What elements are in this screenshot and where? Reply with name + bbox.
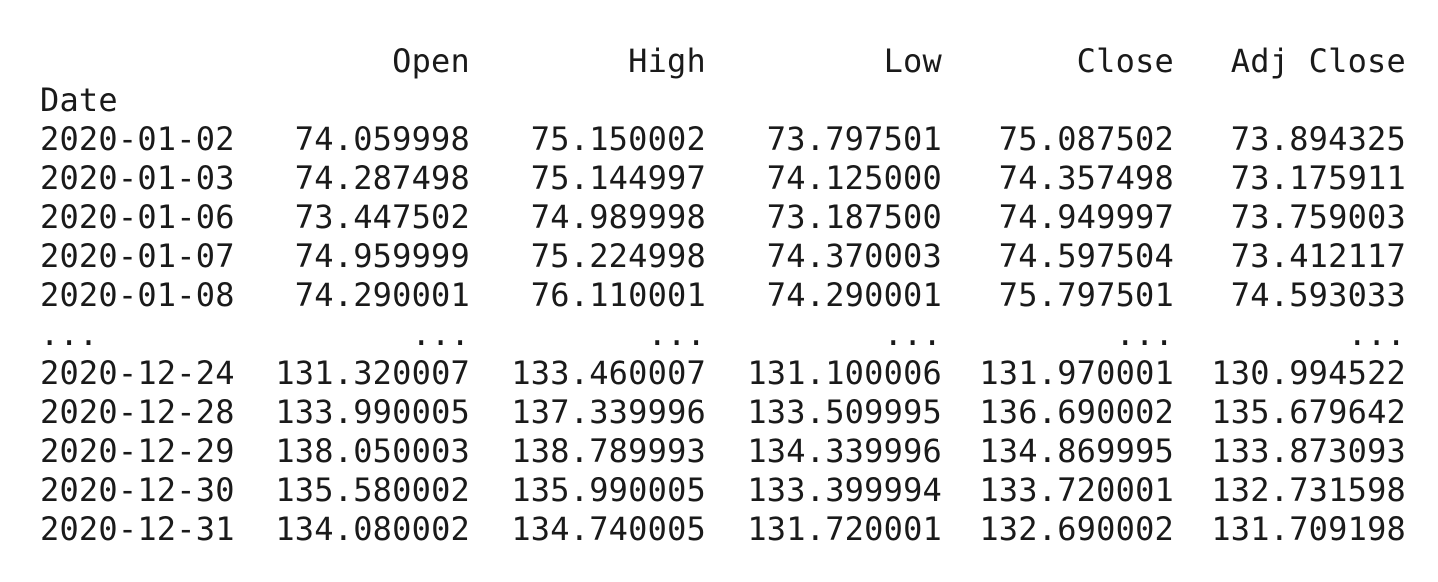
cell-open: 74.290001 <box>294 276 470 314</box>
cell-adj-close: 133.873093 <box>1211 432 1406 470</box>
cell-open: 135.580002 <box>275 471 470 509</box>
cell-open: 138.050003 <box>275 432 470 470</box>
cell-close: 75.797501 <box>998 276 1174 314</box>
cell-low: 74.125000 <box>766 159 942 197</box>
cell-high: 137.339996 <box>511 393 706 431</box>
cell-adj-close: 130.994522 <box>1211 354 1406 392</box>
cell-adj-close: 73.759003 <box>1230 198 1406 236</box>
cell-high: 74.989998 <box>530 198 706 236</box>
ellipsis-open: ... <box>411 315 470 353</box>
cell-adj-close: 135.679642 <box>1211 393 1406 431</box>
cell-low: 133.509995 <box>747 393 942 431</box>
cell-close: 133.720001 <box>979 471 1174 509</box>
cell-high: 75.144997 <box>530 159 706 197</box>
dataframe-output: Open High Low Close Adj Close Date 2020-… <box>40 42 1406 549</box>
row-date: 2020-01-02 <box>40 120 235 158</box>
table-row: 2020-01-02 74.059998 75.150002 73.797501… <box>40 120 1406 159</box>
table-row: 2020-12-31 134.080002 134.740005 131.720… <box>40 510 1406 549</box>
table-row: 2020-12-24 131.320007 133.460007 131.100… <box>40 354 1406 393</box>
column-header-low: Low <box>883 42 942 80</box>
row-date: 2020-01-06 <box>40 198 235 236</box>
cell-adj-close: 73.412117 <box>1230 237 1406 275</box>
column-header-close: Close <box>1076 42 1174 80</box>
cell-adj-close: 132.731598 <box>1211 471 1406 509</box>
row-date: 2020-01-07 <box>40 237 235 275</box>
row-date: 2020-01-08 <box>40 276 235 314</box>
cell-high: 138.789993 <box>511 432 706 470</box>
table-row: 2020-01-03 74.287498 75.144997 74.125000… <box>40 159 1406 198</box>
cell-low: 74.290001 <box>766 276 942 314</box>
table-row: 2020-12-30 135.580002 135.990005 133.399… <box>40 471 1406 510</box>
cell-adj-close: 73.894325 <box>1230 120 1406 158</box>
cell-close: 75.087502 <box>998 120 1174 158</box>
cell-low: 73.797501 <box>766 120 942 158</box>
ellipsis-close: ... <box>1115 315 1174 353</box>
cell-close: 74.597504 <box>998 237 1174 275</box>
column-header-row: Open High Low Close Adj Close <box>40 42 1406 81</box>
cell-open: 74.959999 <box>294 237 470 275</box>
cell-high: 76.110001 <box>530 276 706 314</box>
cell-adj-close: 73.175911 <box>1230 159 1406 197</box>
cell-high: 135.990005 <box>511 471 706 509</box>
row-date: 2020-12-29 <box>40 432 235 470</box>
cell-close: 132.690002 <box>979 510 1174 548</box>
cell-high: 75.150002 <box>530 120 706 158</box>
cell-adj-close: 74.593033 <box>1230 276 1406 314</box>
cell-close: 131.970001 <box>979 354 1174 392</box>
ellipsis-row: ... ... ... ... ... ... <box>40 315 1406 354</box>
index-header-blank <box>40 42 240 81</box>
cell-low: 131.720001 <box>747 510 942 548</box>
cell-close: 74.357498 <box>998 159 1174 197</box>
row-date: 2020-12-28 <box>40 393 235 431</box>
cell-close: 74.949997 <box>998 198 1174 236</box>
cell-close: 136.690002 <box>979 393 1174 431</box>
row-date: 2020-12-31 <box>40 510 235 548</box>
cell-open: 73.447502 <box>294 198 470 236</box>
ellipsis-date: ... <box>40 315 99 353</box>
cell-adj-close: 131.709198 <box>1211 510 1406 548</box>
row-date: 2020-01-03 <box>40 159 235 197</box>
column-header-open: Open <box>392 42 470 80</box>
cell-high: 75.224998 <box>530 237 706 275</box>
table-row: 2020-12-28 133.990005 137.339996 133.509… <box>40 393 1406 432</box>
table-row: 2020-01-08 74.290001 76.110001 74.290001… <box>40 276 1406 315</box>
cell-open: 74.287498 <box>294 159 470 197</box>
cell-low: 133.399994 <box>747 471 942 509</box>
table-row: 2020-01-07 74.959999 75.224998 74.370003… <box>40 237 1406 276</box>
cell-open: 131.320007 <box>275 354 470 392</box>
row-date: 2020-12-30 <box>40 471 235 509</box>
cell-low: 74.370003 <box>766 237 942 275</box>
cell-open: 133.990005 <box>275 393 470 431</box>
cell-high: 133.460007 <box>511 354 706 392</box>
cell-open: 134.080002 <box>275 510 470 548</box>
column-header-adj-close: Adj Close <box>1230 42 1406 80</box>
index-name-label: Date <box>40 81 118 119</box>
column-header-high: High <box>628 42 706 80</box>
ellipsis-low: ... <box>883 315 942 353</box>
cell-close: 134.869995 <box>979 432 1174 470</box>
cell-high: 134.740005 <box>511 510 706 548</box>
ellipsis-adj-close: ... <box>1347 315 1406 353</box>
table-row: 2020-12-29 138.050003 138.789993 134.339… <box>40 432 1406 471</box>
cell-open: 74.059998 <box>294 120 470 158</box>
index-name-row: Date <box>40 81 1406 120</box>
row-date: 2020-12-24 <box>40 354 235 392</box>
table-row: 2020-01-06 73.447502 74.989998 73.187500… <box>40 198 1406 237</box>
cell-low: 131.100006 <box>747 354 942 392</box>
cell-low: 134.339996 <box>747 432 942 470</box>
ellipsis-high: ... <box>647 315 706 353</box>
cell-low: 73.187500 <box>766 198 942 236</box>
